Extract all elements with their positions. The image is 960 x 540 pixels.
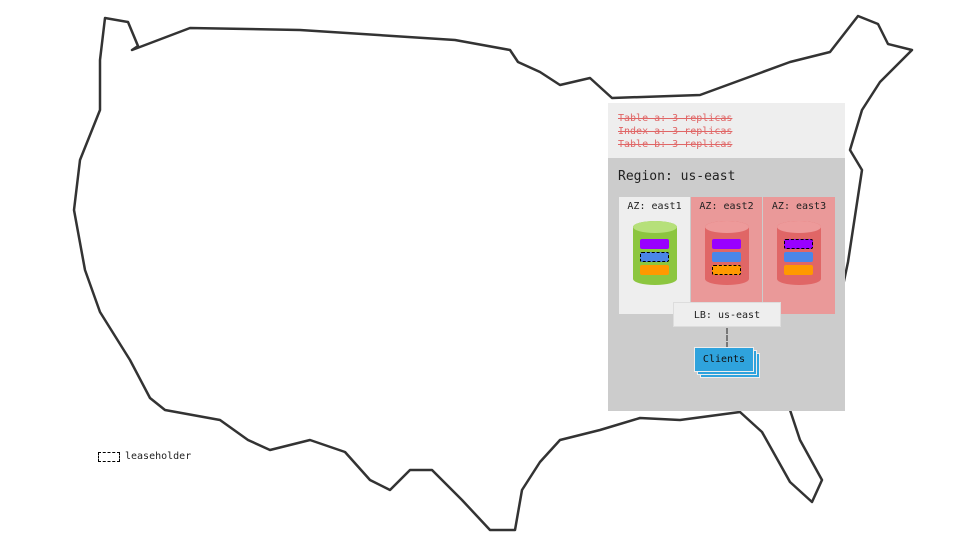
az-east3: AZ: east3	[763, 197, 835, 314]
clients-box: Clients	[694, 347, 754, 372]
az-label: AZ: east3	[771, 201, 827, 212]
replication-policy-panel: Table a: 3 replicas Index a: 3 replicas …	[608, 103, 845, 158]
range-orange-leaseholder	[712, 265, 741, 275]
az-label: AZ: east2	[699, 201, 754, 212]
connector-line	[726, 328, 728, 348]
range-orange	[784, 265, 813, 275]
az-east1: AZ: east1	[619, 197, 690, 314]
leaseholder-swatch-icon	[98, 451, 120, 462]
range-purple	[640, 239, 669, 249]
range-blue	[712, 252, 741, 262]
az-label: AZ: east1	[627, 201, 682, 212]
region-title: Region: us-east	[618, 169, 736, 184]
range-blue-leaseholder	[640, 252, 669, 262]
range-purple-leaseholder	[784, 239, 813, 249]
range-blue	[784, 252, 813, 262]
load-balancer: LB: us-east	[673, 302, 781, 327]
database-cylinder-icon	[633, 221, 677, 285]
legend-label: leaseholder	[125, 451, 192, 462]
range-orange	[640, 265, 669, 275]
range-purple	[712, 239, 741, 249]
az-east2: AZ: east2	[691, 197, 762, 314]
policy-line: Index a: 3 replicas	[618, 126, 733, 137]
policy-line: Table a: 3 replicas	[618, 113, 733, 124]
legend: leaseholder	[98, 451, 191, 462]
database-cylinder-icon	[705, 221, 749, 285]
database-cylinder-icon	[777, 221, 821, 285]
policy-line: Table b: 3 replicas	[618, 139, 733, 150]
